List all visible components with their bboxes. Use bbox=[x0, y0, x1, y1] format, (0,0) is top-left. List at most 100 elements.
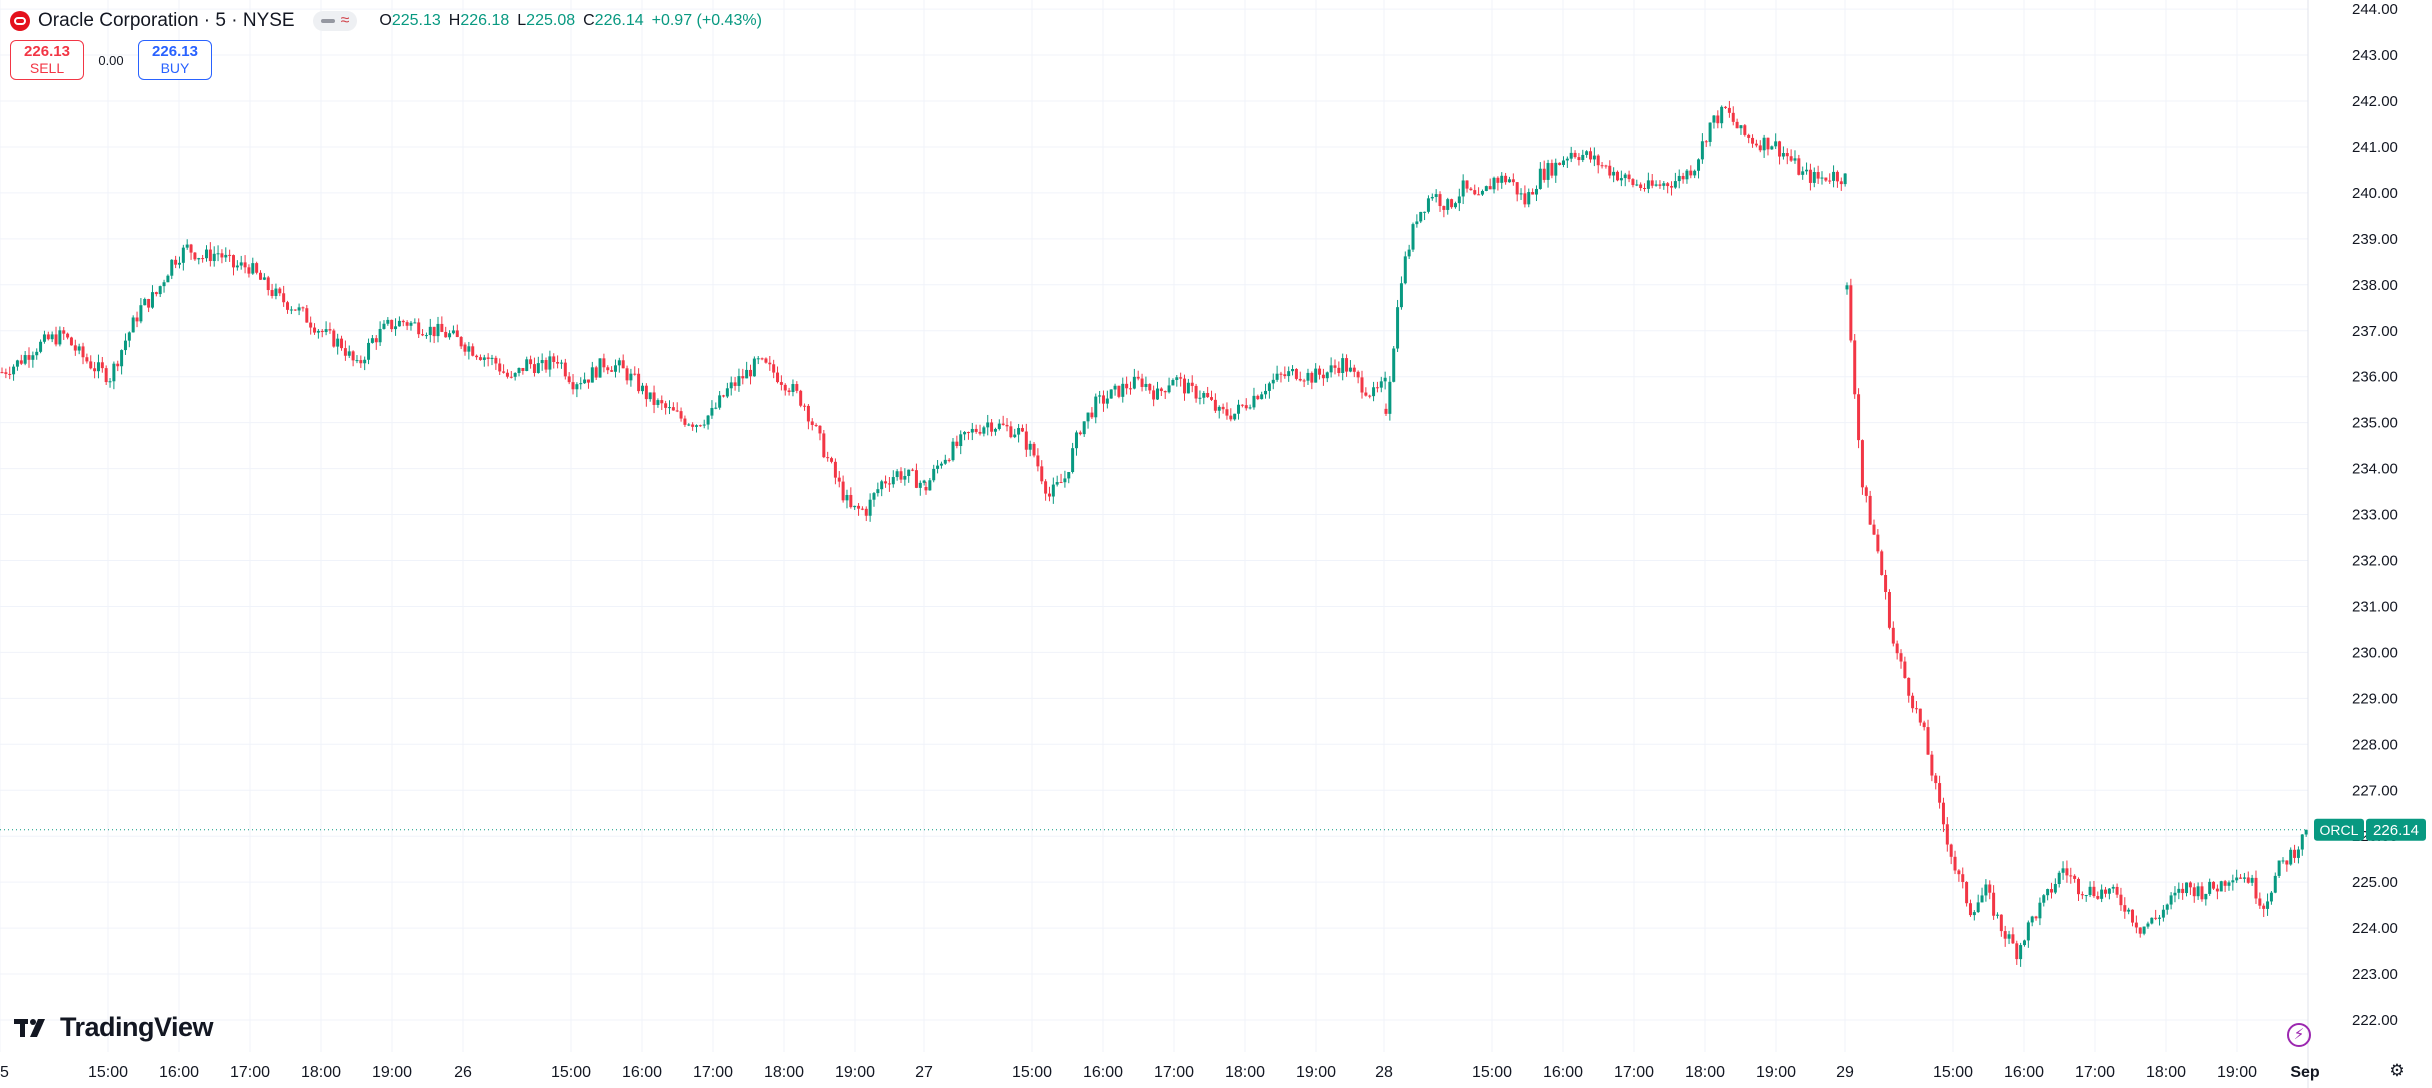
candle-body bbox=[1306, 372, 1310, 381]
candle-body bbox=[355, 360, 359, 362]
symbol-title[interactable]: Oracle Corporation · 5 · NYSE bbox=[38, 10, 295, 31]
candle-body bbox=[1766, 137, 1770, 150]
candle-body bbox=[1523, 193, 1527, 205]
candle-body bbox=[2158, 917, 2162, 919]
candle-body bbox=[529, 359, 533, 365]
candle-body bbox=[451, 330, 455, 334]
candle-body bbox=[1051, 484, 1055, 497]
candle-body bbox=[1163, 391, 1167, 393]
candle-body bbox=[899, 471, 903, 480]
candle-body bbox=[764, 358, 768, 363]
candle-body bbox=[1356, 371, 1360, 378]
candle-body bbox=[1446, 199, 1450, 210]
candle-body bbox=[1843, 173, 1847, 185]
candle-body bbox=[1217, 406, 1221, 411]
tradingview-watermark[interactable]: TradingView bbox=[14, 1012, 214, 1043]
candle-body bbox=[1538, 168, 1542, 189]
candle-body bbox=[864, 508, 868, 516]
candle-body bbox=[1654, 184, 1658, 186]
candle-body bbox=[1055, 482, 1059, 485]
candle-body bbox=[656, 400, 660, 405]
candle-body bbox=[401, 320, 405, 323]
candle-body bbox=[947, 459, 951, 461]
candle-body bbox=[687, 424, 691, 426]
lightning-icon[interactable]: ⚡ bbox=[2287, 1023, 2311, 1047]
candle-body bbox=[779, 382, 783, 385]
time-axis[interactable]: 25 15:00 16:00 17:00 18:00 19:00 26 15:00 16:00 1… bbox=[0, 1064, 2320, 1081]
y-tick-label: 228.00 bbox=[2352, 736, 2398, 753]
candle-body bbox=[498, 363, 502, 372]
candle-body bbox=[752, 358, 756, 377]
candle-body bbox=[475, 355, 479, 358]
candle-body bbox=[845, 494, 849, 501]
x-tick-label: 18:00 bbox=[301, 1064, 341, 1081]
candle-body bbox=[1581, 154, 1585, 161]
candle-body bbox=[424, 335, 428, 337]
candle-body bbox=[644, 385, 648, 400]
candle-body bbox=[1071, 448, 1075, 472]
candle-body bbox=[1028, 443, 1032, 450]
candle-body bbox=[1423, 211, 1427, 213]
y-tick-label: 242.00 bbox=[2352, 93, 2398, 110]
sell-price: 226.13 bbox=[24, 43, 70, 60]
candle-body bbox=[2049, 889, 2053, 893]
candle-body bbox=[1550, 163, 1554, 176]
candle-body bbox=[1283, 374, 1287, 377]
candle-body bbox=[1887, 592, 1891, 628]
candle-body bbox=[39, 341, 43, 352]
candle-body bbox=[567, 376, 571, 383]
indicator-toggle[interactable]: ≈ bbox=[312, 11, 358, 31]
candle-body bbox=[1511, 179, 1515, 183]
candle-body bbox=[2289, 849, 2293, 865]
candle-body bbox=[525, 359, 529, 371]
x-tick-label: 27 bbox=[915, 1064, 933, 1081]
sell-button[interactable]: 226.13 SELL bbox=[10, 40, 84, 80]
price-axis[interactable]: 222.00223.00224.00225.00226.00227.00228.… bbox=[2352, 1, 2398, 1029]
candle-body bbox=[563, 362, 567, 377]
candle-body bbox=[936, 465, 940, 469]
x-tick-label: 19:00 bbox=[1756, 1064, 1796, 1081]
candle-body bbox=[120, 350, 124, 367]
candle-body bbox=[849, 494, 853, 508]
candle-body bbox=[1619, 178, 1623, 181]
candle-body bbox=[494, 357, 498, 364]
candle-body bbox=[2134, 922, 2138, 928]
candle-body bbox=[617, 360, 621, 366]
candle-body bbox=[2235, 877, 2239, 881]
candle-body bbox=[1507, 179, 1511, 183]
candle-body bbox=[1853, 340, 1857, 395]
candle-body bbox=[343, 348, 347, 356]
y-tick-label: 241.00 bbox=[2352, 139, 2398, 156]
candle-body bbox=[756, 358, 760, 360]
candle-body bbox=[1310, 372, 1314, 383]
candle-body bbox=[1770, 146, 1774, 150]
candle-body bbox=[1666, 183, 1670, 187]
candle-body bbox=[1832, 171, 1836, 181]
candle-body bbox=[556, 361, 560, 364]
candle-body bbox=[1596, 155, 1600, 166]
candle-body bbox=[1396, 307, 1400, 349]
gear-icon[interactable]: ⚙ bbox=[2389, 1061, 2405, 1080]
candle-body bbox=[2161, 909, 2165, 918]
candle-body bbox=[2115, 886, 2119, 895]
candle-body bbox=[1860, 440, 1864, 488]
candle-body bbox=[455, 330, 459, 338]
candle-body bbox=[2165, 904, 2169, 910]
candle-body bbox=[2273, 875, 2277, 893]
candle-body bbox=[978, 431, 982, 434]
candle-body bbox=[46, 334, 50, 340]
candle-body bbox=[579, 383, 583, 385]
candle-body bbox=[1558, 162, 1562, 165]
y-tick-label: 234.00 bbox=[2352, 461, 2398, 478]
candle-body bbox=[1128, 388, 1132, 390]
x-tick-label: 16:00 bbox=[1543, 1064, 1583, 1081]
candle-body bbox=[2227, 882, 2231, 886]
candle-body bbox=[1903, 661, 1907, 678]
buy-button[interactable]: 226.13 BUY bbox=[138, 40, 212, 80]
candle-body bbox=[2154, 917, 2158, 919]
candle-body bbox=[2100, 889, 2104, 899]
candle-body bbox=[1704, 141, 1708, 143]
candle-body bbox=[301, 307, 305, 309]
candle-body bbox=[691, 424, 695, 427]
